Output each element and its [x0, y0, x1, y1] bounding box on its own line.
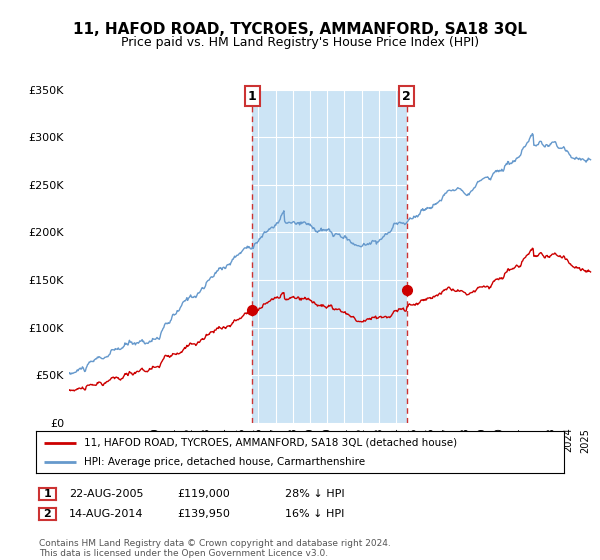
Text: 1: 1: [248, 90, 257, 102]
Text: 11, HAFOD ROAD, TYCROES, AMMANFORD, SA18 3QL (detached house): 11, HAFOD ROAD, TYCROES, AMMANFORD, SA18…: [83, 437, 457, 447]
Text: 28% ↓ HPI: 28% ↓ HPI: [285, 489, 344, 499]
Text: £119,000: £119,000: [177, 489, 230, 499]
Text: Price paid vs. HM Land Registry's House Price Index (HPI): Price paid vs. HM Land Registry's House …: [121, 36, 479, 49]
Text: 11, HAFOD ROAD, TYCROES, AMMANFORD, SA18 3QL: 11, HAFOD ROAD, TYCROES, AMMANFORD, SA18…: [73, 22, 527, 38]
Text: £139,950: £139,950: [177, 509, 230, 519]
Text: 22-AUG-2005: 22-AUG-2005: [69, 489, 143, 499]
Text: 2: 2: [44, 509, 51, 519]
Text: 14-AUG-2014: 14-AUG-2014: [69, 509, 143, 519]
Bar: [252, 90, 407, 423]
Text: 2: 2: [403, 90, 411, 102]
Text: Contains HM Land Registry data © Crown copyright and database right 2024.
This d: Contains HM Land Registry data © Crown c…: [39, 539, 391, 558]
Text: HPI: Average price, detached house, Carmarthenshire: HPI: Average price, detached house, Carm…: [83, 457, 365, 467]
Text: 1: 1: [44, 489, 51, 499]
Text: 16% ↓ HPI: 16% ↓ HPI: [285, 509, 344, 519]
